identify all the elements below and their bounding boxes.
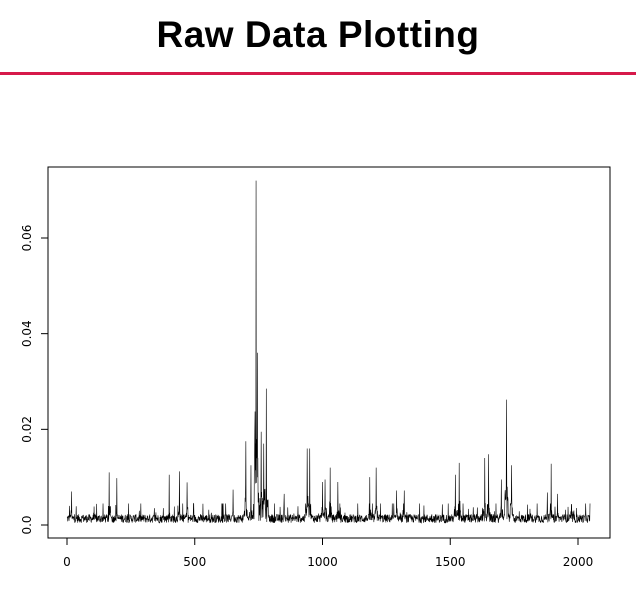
title-divider [0,72,636,75]
y-tick-label: 0.04 [20,320,34,347]
plot-frame [47,166,611,539]
series-layer [66,180,591,524]
axes-layer: 0 500 1000 1500 2000 0.0 0.02 0.04 0.06 [20,225,593,569]
data-series-line [66,180,591,524]
x-tick-label: 1000 [307,555,338,569]
y-tick-label: 0.02 [20,416,34,443]
y-tick-label: 0.0 [20,515,34,534]
y-tick-label: 0.06 [20,225,34,252]
x-tick-label: 1500 [435,555,466,569]
x-tick-label: 500 [183,555,206,569]
x-tick-label: 0 [63,555,71,569]
x-tick-label: 2000 [563,555,594,569]
slide-title: Raw Data Plotting [156,14,480,55]
